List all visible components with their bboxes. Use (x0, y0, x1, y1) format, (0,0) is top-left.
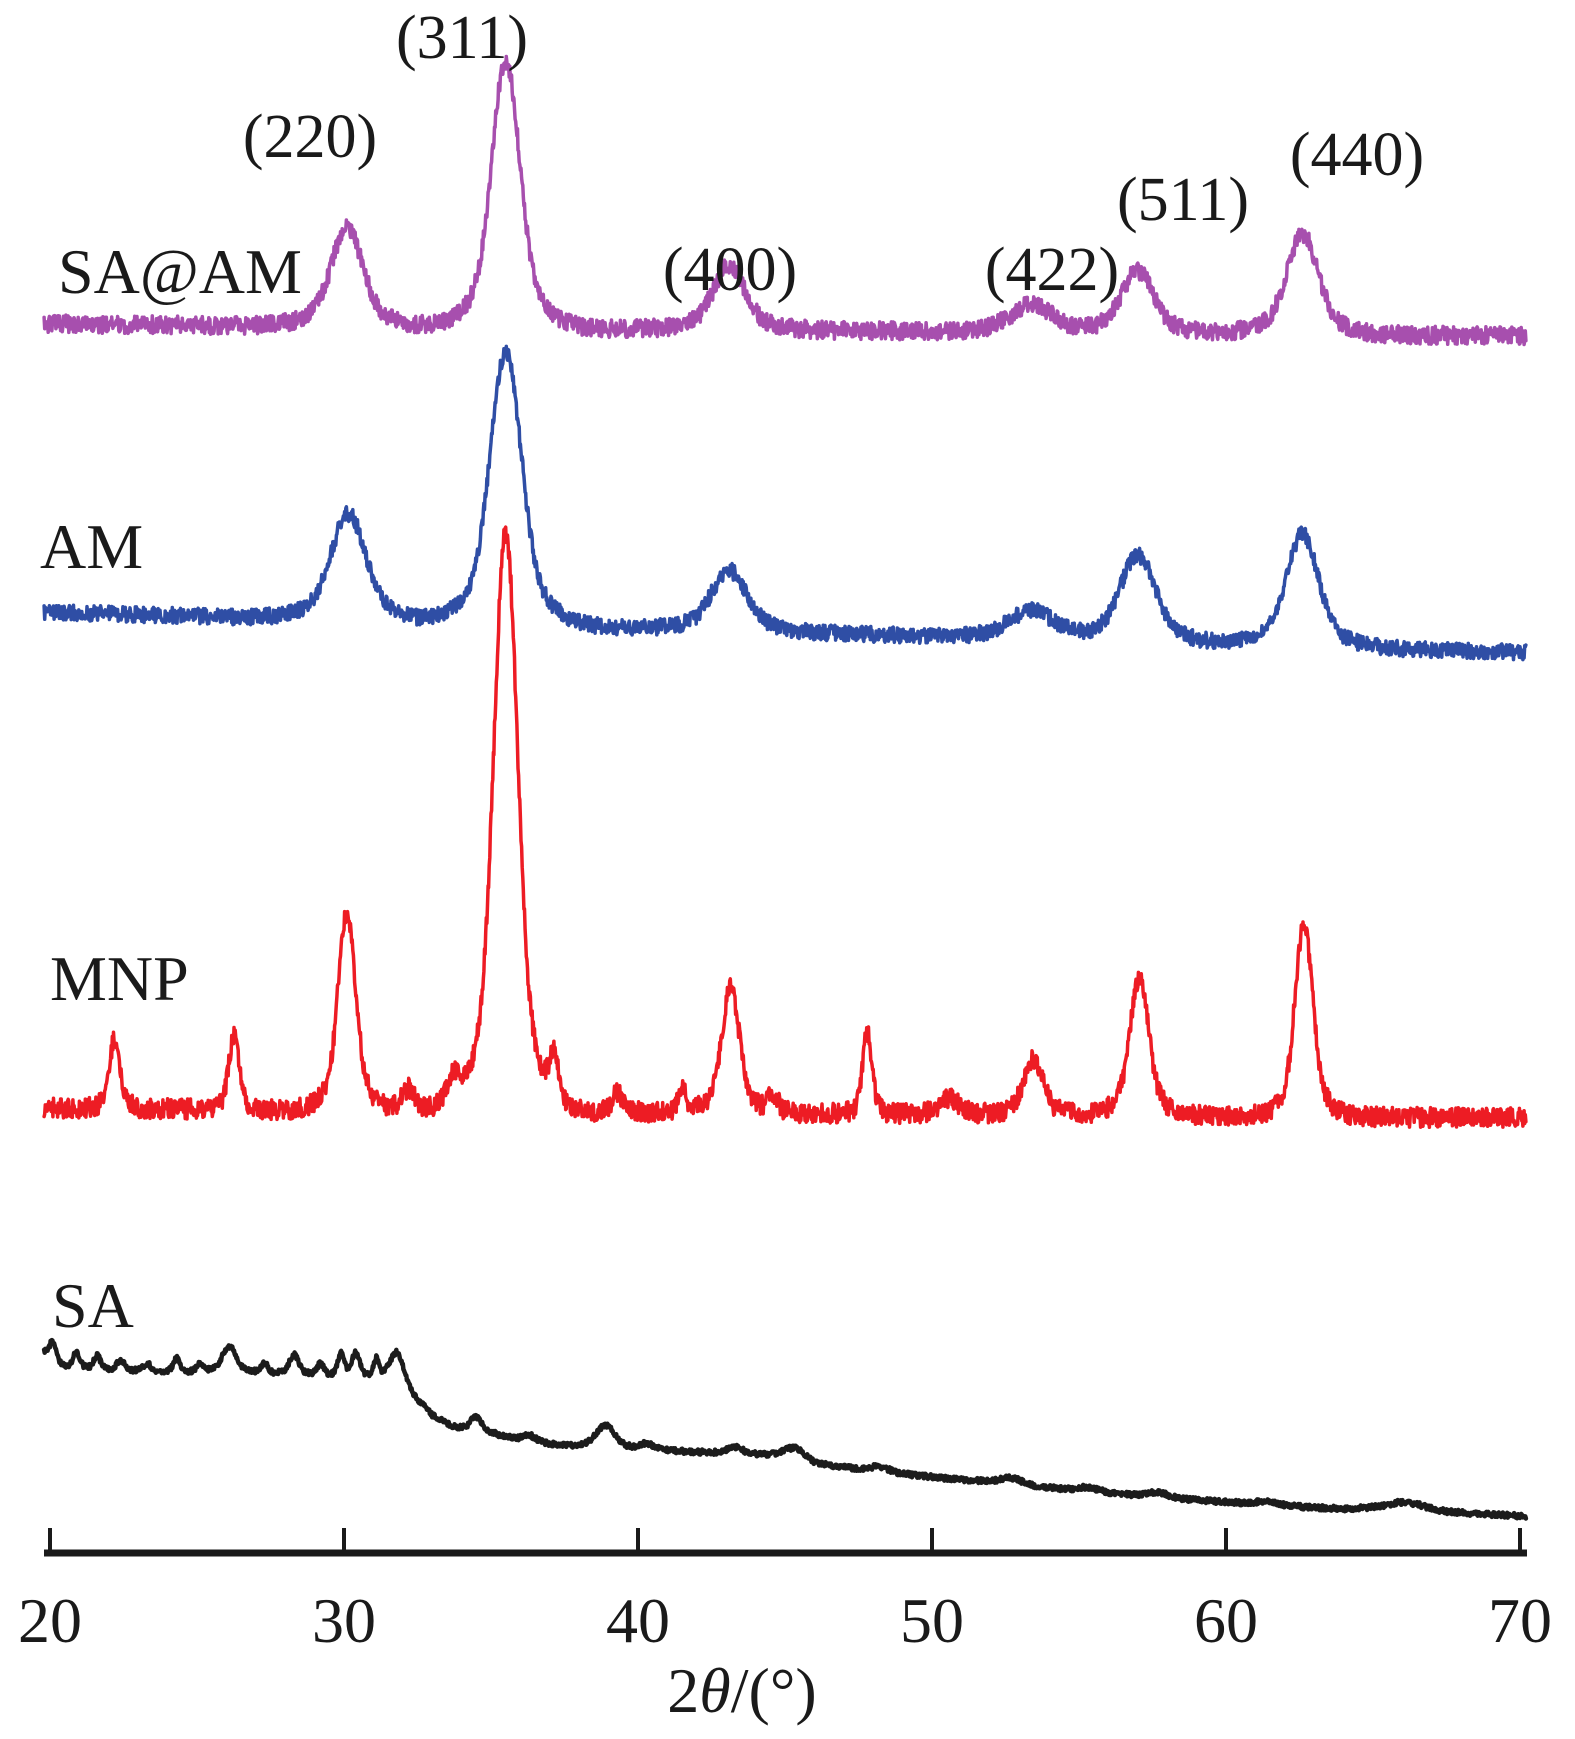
curves-layer (41, 54, 1529, 1521)
series-label-sa: SA (52, 1270, 134, 1341)
x-axis-title-prefix: 2 (667, 1655, 699, 1726)
x-axis: 20 30 40 50 60 70 (18, 1528, 1552, 1656)
x-tick-label-40: 40 (606, 1585, 670, 1656)
series-label-mnp: MNP (50, 943, 189, 1014)
series-label-am: AM (40, 511, 143, 582)
miller-annotation-400: (400) (663, 236, 797, 304)
x-axis-title-theta: θ (699, 1655, 730, 1726)
curve-am (42, 344, 1528, 662)
x-tick-label-60: 60 (1194, 1585, 1258, 1656)
x-tick-label-70: 70 (1488, 1585, 1552, 1656)
x-tick-label-30: 30 (312, 1585, 376, 1656)
series-label-sa-am: SA@AM (58, 236, 302, 307)
x-axis-title-suffix: /(°) (731, 1655, 817, 1726)
curve-sa (41, 1337, 1529, 1521)
miller-annotation-311: (311) (396, 4, 528, 72)
curve-sa-am (42, 54, 1528, 347)
miller-annotation-422: (422) (985, 236, 1119, 304)
miller-annotation-440: (440) (1290, 121, 1424, 189)
miller-annotation-511: (511) (1117, 166, 1249, 234)
x-tick-label-50: 50 (900, 1585, 964, 1656)
x-tick-label-20: 20 (18, 1585, 82, 1656)
miller-annotation-220: (220) (243, 103, 377, 171)
curve-mnp (42, 525, 1528, 1130)
labels-layer: SA@AM AM MNP SA (220) (311) (400) (422)(511) (44… (40, 4, 1424, 1341)
x-axis-title: 2θ/(°) (667, 1655, 816, 1726)
